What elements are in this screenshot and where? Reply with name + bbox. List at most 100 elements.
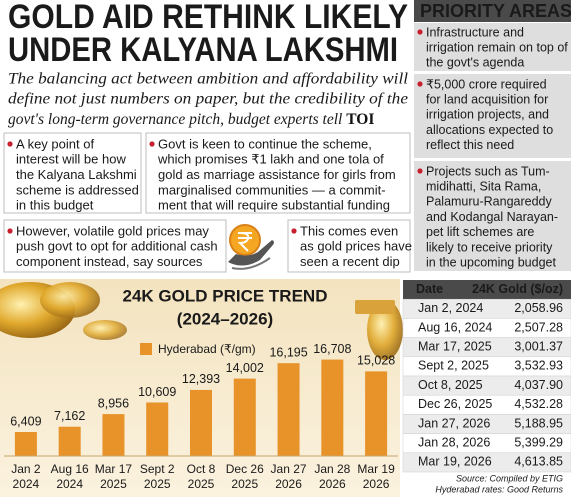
- point-line: ment that will require substantial fundi…: [158, 198, 390, 213]
- bullet: [417, 168, 423, 174]
- x-tick-label: Dec 26: [226, 462, 264, 476]
- x-tick-label: 2025: [188, 477, 215, 491]
- point-line: A key point of: [16, 136, 94, 151]
- priority-line: for land acquisition for: [426, 92, 548, 106]
- bullet: [291, 228, 297, 234]
- x-tick-label: 2024: [13, 477, 40, 491]
- table-cell: Jan 2, 2024: [418, 301, 483, 315]
- priority-line: irrigation projects, and: [426, 108, 549, 122]
- priority-line: midihatti, Sita Rama,: [426, 179, 541, 193]
- value-label: 14,002: [226, 361, 264, 375]
- x-tick-label: 2025: [144, 477, 171, 491]
- chart-title: 24K GOLD PRICE TREND: [123, 286, 328, 305]
- value-label: 7,162: [54, 409, 85, 423]
- point-line: push govt to opt for additional cash: [16, 239, 218, 254]
- x-tick-label: Jan 27: [271, 462, 307, 476]
- x-tick-label: Jan 2: [11, 462, 41, 476]
- point-box: [3, 132, 142, 214]
- table-header-bg: [403, 280, 571, 300]
- table-cell: 5,188.95: [514, 416, 563, 430]
- point-box: [287, 219, 411, 273]
- title: UNDER KALYANA LAKSHMI: [8, 31, 398, 69]
- bar: [58, 426, 81, 456]
- table-cell: Jan 27, 2026: [418, 416, 490, 430]
- table-cell: 4,532.28: [514, 397, 563, 411]
- x-tick-label: Oct 8: [187, 462, 216, 476]
- gold-decoration: [0, 282, 403, 360]
- rupee-icon: [228, 224, 274, 270]
- table-cell: 2,507.28: [514, 320, 563, 334]
- x-tick-label: 2026: [319, 477, 346, 491]
- value-label: 12,393: [182, 372, 220, 386]
- value-label: 10,609: [138, 385, 176, 399]
- legend-label: Hyderabad (₹/gm): [158, 342, 256, 356]
- point-line: as gold prices have: [300, 239, 412, 254]
- priority-line: irrigation remain on top of: [426, 40, 568, 54]
- value-label: 8,956: [98, 396, 129, 410]
- point-line: This comes even: [300, 223, 398, 238]
- point-line: Govt is keen to continue the scheme,: [158, 136, 372, 151]
- table-row-bg: [402, 452, 571, 473]
- priority-line: in the upcoming budget: [426, 255, 556, 269]
- table-cell: 3,001.37: [514, 339, 563, 353]
- priority-line: and Kodangal Narayan-: [426, 210, 558, 224]
- x-tick-label: Sept 2: [140, 462, 175, 476]
- bullet: [417, 29, 423, 35]
- bar: [277, 363, 300, 456]
- point-line: However, volatile gold prices may: [16, 223, 209, 238]
- point-line: the Kalyana Lakshmi: [16, 167, 137, 182]
- bar: [146, 402, 169, 456]
- bar: [102, 414, 125, 456]
- table-cell: 5,399.29: [514, 435, 563, 449]
- intro-line: The balancing act between ambition and a…: [8, 71, 408, 88]
- point-line: interest will be how: [16, 152, 126, 167]
- x-tick-label: Mar 17: [95, 462, 133, 476]
- legend-swatch: [140, 343, 152, 355]
- bar: [190, 389, 212, 456]
- bar: [365, 371, 388, 456]
- intro-line: govt's long-term governance pitch, budge…: [8, 111, 342, 128]
- point-line: marginalised communities — a commit-: [158, 182, 386, 197]
- table-cell: 4,613.85: [514, 455, 563, 469]
- x-tick-label: 2024: [56, 477, 83, 491]
- intro-line: govt's long-term governance pitch, budge…: [8, 111, 374, 128]
- priority-line: the govt's agenda: [426, 56, 524, 70]
- panel-title: PRIORITY AREAS: [420, 1, 571, 21]
- intro-emphasis: TOI: [346, 111, 374, 128]
- table-cell: Dec 26, 2025: [418, 397, 492, 411]
- table-cell: Oct 8, 2025: [418, 378, 483, 392]
- point-line: which promises ₹1 lakh and one tola of: [157, 152, 384, 167]
- x-tick-label: 2025: [231, 477, 258, 491]
- table-cell: 3,532.93: [514, 359, 563, 373]
- priority-line: Projects such as Tum-: [426, 164, 550, 178]
- priority-line: allocations expected to: [426, 123, 553, 137]
- priority-line: Palamuru-Rangareddy: [426, 195, 553, 209]
- title: GOLD AID RETHINK LIKELY: [8, 0, 408, 36]
- value-label: 16,195: [269, 345, 307, 359]
- value-label: 6,409: [10, 414, 41, 428]
- source-line: Hyderabad rates: Good Returns: [435, 484, 563, 494]
- bar: [321, 359, 344, 456]
- x-tick-label: 2026: [275, 477, 302, 491]
- source-line: Source: Compiled by ETIG: [456, 473, 563, 483]
- point-line: gold as marriage assistance for girls fr…: [158, 167, 396, 182]
- panel-box: [414, 161, 571, 271]
- point-box: [145, 132, 411, 214]
- table-cell: Mar 17, 2025: [418, 339, 492, 353]
- panel-box: [414, 74, 571, 158]
- bar: [233, 378, 256, 456]
- point-line: scheme is addressed: [16, 182, 139, 197]
- value-label: 16,708: [313, 342, 351, 356]
- priority-line: reflect this need: [426, 138, 514, 152]
- table-cell: Aug 16, 2024: [418, 320, 492, 334]
- table-header: Date: [416, 282, 443, 296]
- table-cell: 2,058.96: [514, 301, 563, 315]
- x-tick-label: Aug 16: [51, 462, 89, 476]
- priority-line: pet lift schemes are: [426, 225, 534, 239]
- point-line: component instead, say sources: [16, 254, 203, 269]
- chart-subtitle: (2024–2026): [177, 309, 273, 328]
- bullet: [417, 81, 423, 87]
- x-tick-label: Jan 28: [314, 462, 350, 476]
